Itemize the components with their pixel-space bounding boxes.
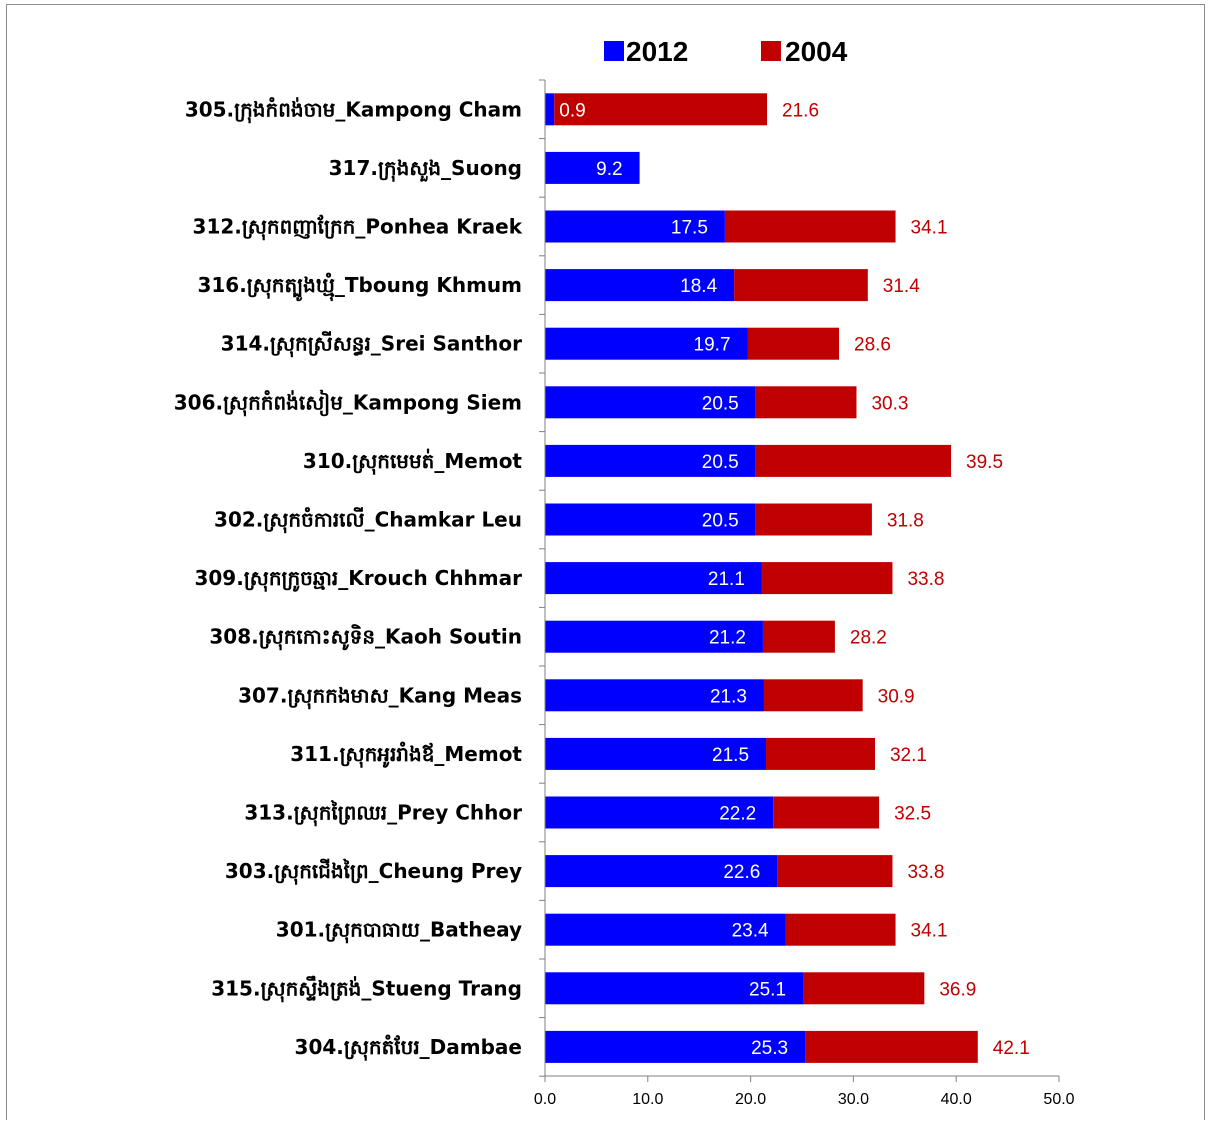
data-label-2004: 30.9: [878, 686, 915, 707]
data-label-2004: 32.5: [894, 804, 931, 825]
bar-2012: [545, 562, 762, 595]
legend-swatch-2012: [604, 41, 624, 61]
x-tick-label: 10.0: [632, 1091, 663, 1108]
data-label-2012: 21.5: [712, 745, 749, 766]
bar-2012: [545, 327, 748, 360]
category-label: 302.ស្រុកចំការលើ_Chamkar Leu: [214, 507, 522, 534]
bar-2012: [545, 1030, 806, 1063]
data-label-2004: 31.8: [887, 511, 924, 532]
bar-2012: [545, 913, 786, 946]
bar-2012: [545, 503, 756, 536]
data-label-2004: 21.6: [782, 100, 819, 121]
bar-2012: [545, 620, 763, 653]
data-label-2012: 21.3: [710, 686, 747, 707]
category-label: 309.ស្រុកក្រូចឆ្មារ_Krouch Chhmar: [194, 566, 522, 592]
bar-2012: [545, 796, 774, 829]
bar-2004: [785, 913, 896, 946]
data-label-2004: 28.6: [854, 335, 891, 356]
data-label-2004: 34.1: [911, 921, 948, 942]
category-label: 311.ស្រុកអូររាំងឪ_Memot: [290, 741, 522, 768]
bar-2004: [554, 93, 768, 126]
legend-label-2012: 2012: [626, 36, 688, 67]
category-label: 313.ស្រុកព្រៃឈរ_Prey Chhor: [244, 800, 522, 827]
data-label-2012: 25.3: [751, 1038, 788, 1059]
x-tick-label: 0.0: [534, 1091, 556, 1108]
data-label-2012: 20.5: [702, 452, 739, 473]
data-label-2012: 0.9: [559, 100, 585, 121]
data-label-2012: 21.1: [708, 569, 745, 590]
data-label-2012: 25.1: [749, 979, 786, 1000]
bar-2004: [761, 562, 893, 595]
data-label-2012: 21.2: [709, 628, 746, 649]
bar-2012: [545, 972, 804, 1005]
data-label-2012: 20.5: [702, 393, 739, 414]
bar-2012: [545, 210, 725, 243]
data-label-2012: 22.2: [719, 804, 756, 825]
bar-2004: [766, 737, 875, 770]
bar-2004: [747, 327, 840, 360]
data-label-2004: 39.5: [966, 452, 1003, 473]
category-label: 305.ក្រុងកំពង់ចាម_Kampong Cham: [185, 96, 522, 123]
bar-2004: [803, 972, 925, 1005]
data-label-2004: 31.4: [883, 276, 920, 297]
bar-2004: [762, 620, 835, 653]
bar-2012: [545, 444, 756, 477]
data-label-2004: 42.1: [993, 1038, 1030, 1059]
category-label: 308.ស្រុកកោះសូទិន_Kaoh Soutin: [209, 624, 522, 651]
bar-2004: [763, 679, 863, 712]
bar-2012: [545, 386, 756, 419]
data-label-2004: 28.2: [850, 628, 887, 649]
data-label-2004: 33.8: [907, 862, 944, 883]
data-label-2012: 20.5: [702, 511, 739, 532]
x-tick-label: 30.0: [838, 1091, 869, 1108]
bar-2012: [545, 679, 764, 712]
category-label: 303.ស្រុកជើងព្រៃ_Cheung Prey: [225, 858, 522, 885]
category-label: 306.ស្រុកកំពង់សៀម_Kampong Siem: [174, 389, 522, 416]
legend-label-2004: 2004: [785, 36, 848, 67]
data-label-2012: 18.4: [680, 276, 717, 297]
x-tick-label: 50.0: [1043, 1091, 1074, 1108]
data-label-2012: 22.6: [723, 862, 760, 883]
category-label: 301.ស្រុកបាធាយ_Batheay: [276, 918, 522, 944]
data-label-2012: 17.5: [671, 218, 708, 239]
x-tick-label: 40.0: [941, 1091, 972, 1108]
bar-2012: [545, 855, 778, 888]
bar-2012: [545, 151, 640, 184]
data-label-2012: 23.4: [732, 921, 769, 942]
legend-swatch-2004: [761, 41, 781, 61]
category-label: 304.ស្រុកតំបែរ_Dambae: [295, 1034, 522, 1061]
bar-2004: [773, 796, 880, 829]
bar-2004: [755, 386, 857, 419]
bar-2012: [545, 269, 735, 302]
data-label-2004: 36.9: [939, 979, 976, 1000]
category-label: 314.ស្រុកស្រីសន្ធរ_Srei Santhor: [221, 331, 522, 358]
x-tick-label: 20.0: [735, 1091, 766, 1108]
data-label-2004: 32.1: [890, 745, 927, 766]
bar-2004: [755, 503, 872, 536]
category-label: 312.ស្រុកពញាក្រែក_Ponhea Kraek: [193, 215, 523, 241]
category-label: 317.ក្រុងសួង_Suong: [329, 156, 522, 182]
bar-2004: [734, 269, 868, 302]
bar-2004: [805, 1030, 978, 1063]
category-label: 310.ស្រុកមេមត់_Memot: [303, 448, 523, 475]
bar-2012: [545, 93, 555, 126]
bar-2004: [777, 855, 893, 888]
data-label-2012: 9.2: [596, 159, 622, 180]
data-label-2004: 30.3: [871, 393, 908, 414]
data-label-2004: 33.8: [907, 569, 944, 590]
category-label: 316.ស្រុកត្បូងឃ្មុំ_Tboung Khmum: [197, 272, 522, 302]
bar-2004: [755, 444, 952, 477]
bar-2004: [724, 210, 896, 243]
category-label: 315.ស្រុកស្ទឹងត្រង់_Stueng Trang: [211, 975, 522, 1002]
data-label-2004: 34.1: [911, 218, 948, 239]
category-label: 307.ស្រុកកងមាស_Kang Meas: [238, 683, 522, 709]
chart-frame: [6, 4, 1205, 1120]
data-label-2012: 19.7: [694, 335, 731, 356]
bar-2012: [545, 737, 767, 770]
